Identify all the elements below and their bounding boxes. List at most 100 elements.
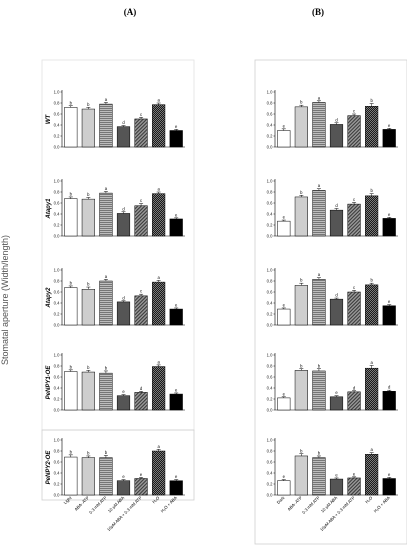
panel-label-b: (B) [312, 7, 324, 17]
y-tick-label: 0.6 [54, 374, 60, 379]
significance-letter: d [335, 293, 338, 298]
significance-letter: a [370, 360, 373, 365]
bar [81, 198, 95, 237]
bar [169, 218, 183, 237]
bar [99, 192, 113, 237]
y-tick-label: 1.0 [267, 267, 273, 272]
significance-letter: d [388, 385, 391, 390]
y-tick-label: 0.2 [54, 311, 60, 316]
bar [294, 106, 308, 148]
significance-letter: e [175, 474, 178, 479]
y-tick-label: 0.6 [54, 459, 60, 464]
x-category-label: H₂O + ABA [373, 495, 391, 513]
y-tick-label: 0.0 [54, 407, 60, 412]
significance-letter: d [335, 203, 338, 208]
significance-letter: d [122, 206, 125, 211]
bar [329, 209, 344, 237]
y-tick-label: 0.8 [54, 189, 60, 194]
significance-letter: e [175, 387, 178, 392]
bar [99, 372, 113, 411]
bar [312, 457, 326, 496]
significance-letter: b [70, 191, 73, 196]
bar [64, 287, 78, 326]
y-tick-label: 0.2 [267, 222, 273, 227]
significance-letter: b [70, 280, 73, 285]
bar [294, 455, 308, 496]
bar [294, 285, 308, 326]
y-tick-label: 0.0 [54, 144, 60, 149]
bar [277, 220, 291, 237]
y-tick-label: 0.8 [267, 100, 273, 105]
y-tick-label: 0.6 [267, 289, 273, 294]
significance-letter: b [300, 100, 303, 105]
y-tick-label: 0.6 [267, 374, 273, 379]
bar [81, 457, 95, 496]
significance-letter: b [70, 100, 73, 105]
bar [382, 478, 396, 496]
bar [312, 190, 326, 237]
y-tick-label: 1.0 [54, 178, 60, 183]
bar [99, 457, 113, 496]
y-tick-label: 0.8 [54, 100, 60, 105]
x-category-label: H₂O [364, 495, 374, 505]
significance-letter: e [283, 474, 286, 479]
significance-letter: e [388, 472, 391, 477]
y-tick-label: 0.8 [267, 189, 273, 194]
significance-letter: e [122, 389, 125, 394]
significance-letter: a [157, 187, 160, 192]
bar [169, 130, 183, 148]
plot-atapy2-a: 0.0 0.2 0.4 0.6 0.8 1.0 b b a d c a e [54, 267, 185, 327]
significance-letter: a [157, 444, 160, 449]
significance-letter: a [318, 272, 321, 277]
significance-letter: c [353, 197, 355, 202]
plot-penpy2-oe-a: 0.0 0.2 0.4 0.6 0.8 1.0 b b b e e a e Light ABA- ATP0.… [54, 437, 185, 532]
significance-letter: d [122, 295, 125, 300]
plot-penpy1-oe-a: 0.0 0.2 0.4 0.6 0.8 1.0 b b b e d a e [54, 352, 185, 412]
significance-letter: b [105, 365, 108, 370]
x-category-label: H₂O + ABA [160, 495, 178, 513]
significance-letter: b [87, 282, 90, 287]
y-tick-label: 1.0 [267, 352, 273, 357]
significance-letter: d [353, 385, 356, 390]
y-tick-label: 0.2 [267, 311, 273, 316]
y-tick-label: 0.6 [54, 200, 60, 205]
x-category-label: Dark [276, 495, 286, 505]
y-tick-label: 0.2 [54, 133, 60, 138]
row-label-penpy2-oe: PeNPY2-OE [46, 450, 52, 485]
y-tick-label: 0.0 [54, 492, 60, 497]
y-tick-label: 0.4 [54, 211, 60, 216]
y-tick-label: 0.4 [267, 300, 273, 305]
significance-letter: a [105, 97, 108, 102]
significance-letter: a [157, 275, 160, 280]
bar [277, 308, 291, 326]
significance-letter: a [105, 186, 108, 191]
bar [152, 193, 166, 237]
y-tick-label: 0.8 [54, 278, 60, 283]
x-category-label: 0.3 mM ATP [301, 495, 321, 515]
x-category-label: 0.3 mM ATP [88, 495, 108, 515]
bar [277, 130, 291, 148]
bar [365, 106, 379, 148]
significance-letter: b [300, 190, 303, 195]
y-tick-label: 0.6 [267, 200, 273, 205]
bar [152, 366, 166, 411]
bar [329, 124, 344, 148]
significance-letter: e [388, 299, 391, 304]
bar [329, 396, 344, 411]
y-tick-label: 0.4 [54, 300, 60, 305]
bar [365, 454, 379, 496]
bar [169, 308, 183, 326]
significance-letter: e [283, 391, 286, 396]
significance-letter: b [370, 188, 373, 193]
significance-letter: a [370, 447, 373, 452]
y-tick-label: 0.0 [54, 233, 60, 238]
bar [312, 370, 326, 411]
y-tick-label: 1.0 [54, 267, 60, 272]
bar [382, 218, 396, 237]
plot-grid: WT0.00.20.40.60.81.0b badcae0.00.20.40.60… [46, 89, 398, 532]
plot-atapy1-a: 0.0 0.2 0.4 0.6 0.8 1.0 b b a d c a e [54, 178, 185, 238]
bar [64, 198, 78, 237]
bar [116, 395, 131, 411]
significance-letter: e [140, 472, 143, 477]
panel-frame-b [254, 59, 407, 545]
